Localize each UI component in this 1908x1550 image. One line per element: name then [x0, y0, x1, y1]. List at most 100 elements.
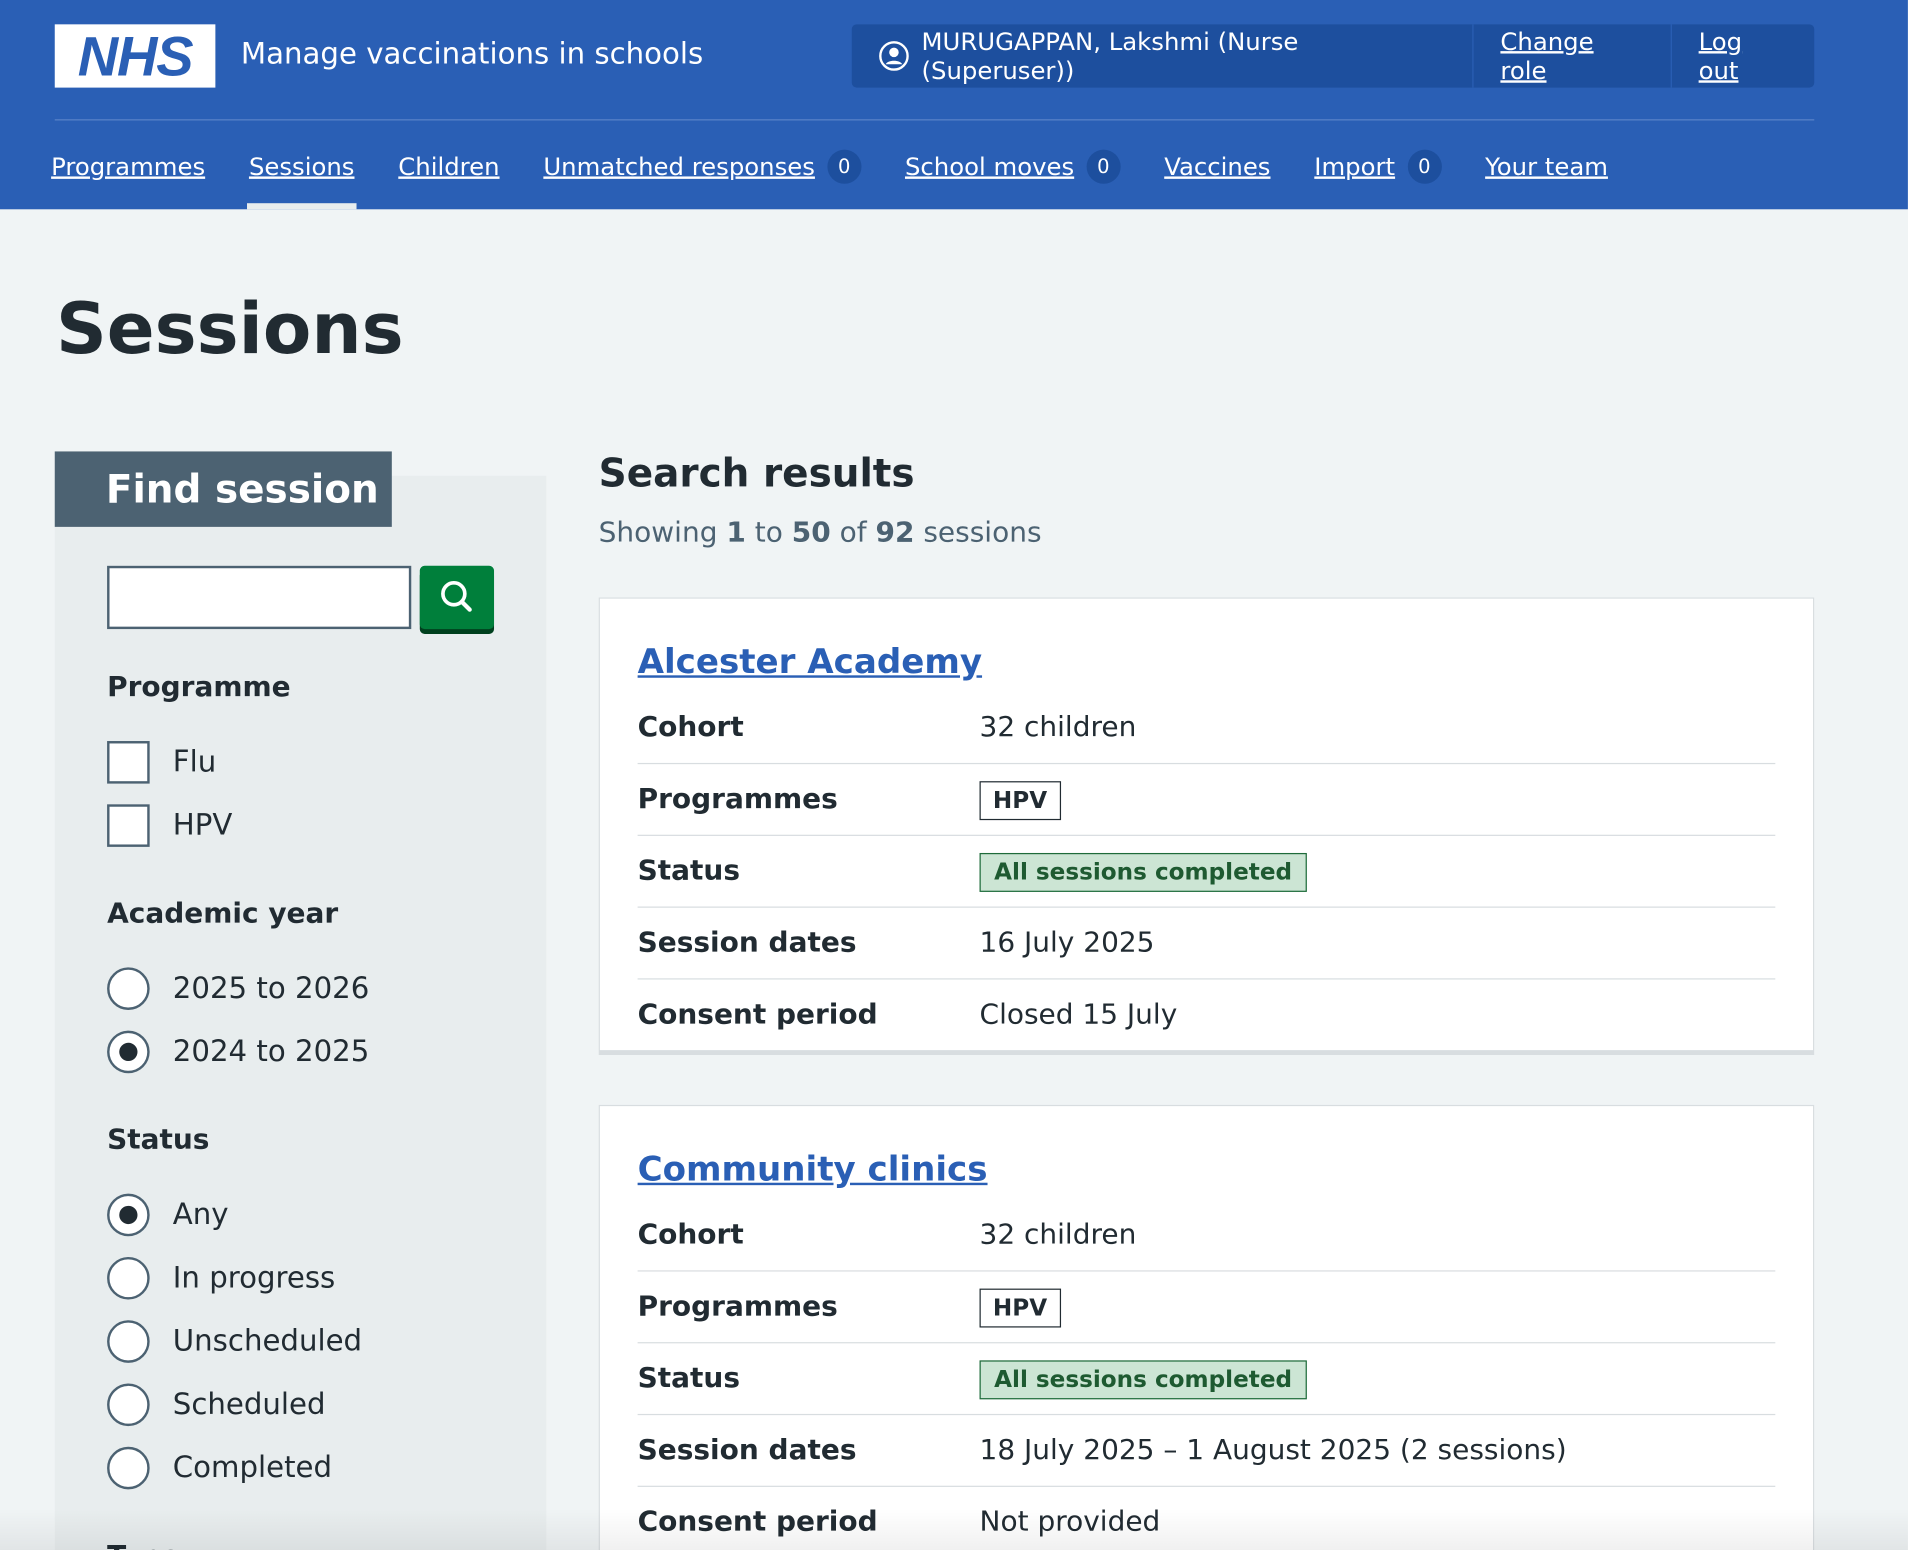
row-key: Status — [637, 1362, 740, 1395]
nav-count: 0 — [1086, 149, 1121, 184]
nav-item[interactable]: Unmatched responses 0 — [543, 146, 862, 187]
fade — [0, 1508, 1908, 1550]
nav-item[interactable]: Sessions — [246, 146, 357, 210]
value-text: 18 July 2025 – 1 August 2025 (2 sessions… — [979, 1434, 1567, 1467]
option-label: Scheduled — [172, 1387, 326, 1422]
session-card: Community clinics Cohort 32 children Progra… — [598, 1104, 1815, 1550]
nav-label: Import — [1314, 152, 1396, 182]
option-label: 2025 to 2026 — [172, 971, 370, 1006]
summary-part: 1 — [726, 517, 746, 549]
filter-group: Academic year 2025 to 2026 2024 to 2025 — [107, 898, 521, 1083]
summary-part: 92 — [875, 517, 915, 549]
option[interactable]: Completed — [107, 1436, 521, 1499]
results-summary: Showing 1 to 50 of 92 sessions — [599, 517, 1042, 549]
summary-part: 50 — [791, 517, 831, 549]
row-key: Session dates — [637, 927, 857, 959]
row-value: 16 July 2025 — [980, 927, 1155, 959]
account: MURUGAPPAN, Lakshmi (Nurse (Superuser)) … — [851, 24, 1815, 88]
log-out[interactable]: Log out — [1698, 26, 1743, 86]
radio[interactable] — [107, 1030, 150, 1073]
status-tag: All sessions completed — [979, 852, 1307, 892]
session-card: Alcester Academy Cohort 32 children Program… — [598, 597, 1815, 1055]
summary-row: Cohort 32 children — [637, 692, 1776, 765]
summary-part: of — [839, 517, 867, 549]
status-tag: All sessions completed — [979, 1360, 1307, 1400]
option-label: Any — [172, 1197, 229, 1232]
row-value: HPV — [979, 1288, 1061, 1328]
option[interactable]: Flu — [107, 730, 521, 793]
radio[interactable] — [107, 1319, 150, 1363]
option[interactable]: 2024 to 2025 — [107, 1020, 521, 1083]
filter-panel — [54, 475, 547, 1550]
radio[interactable] — [107, 1256, 150, 1299]
logo[interactable]: NHS — [54, 24, 216, 88]
option[interactable]: 2025 to 2026 — [107, 956, 521, 1019]
filter-legend: Status — [107, 1124, 210, 1156]
filter-group: Type — [107, 1540, 521, 1550]
row-key: Programmes — [637, 1291, 838, 1323]
filter-heading: Find session — [54, 451, 392, 527]
row-value: Not provided — [980, 1506, 1161, 1538]
nav-item[interactable]: Children — [398, 146, 499, 187]
row-value: 32 children — [980, 712, 1137, 744]
value-text: Closed 15 July — [979, 998, 1178, 1031]
option[interactable]: HPV — [107, 793, 521, 856]
row-key: Programmes — [637, 783, 838, 816]
value-text: Not provided — [980, 1506, 1161, 1538]
option[interactable]: Any — [107, 1183, 521, 1246]
radio[interactable] — [107, 1446, 150, 1489]
radio[interactable] — [107, 1193, 150, 1236]
session-link[interactable]: Community clinics — [637, 1148, 988, 1189]
summary-row: Session dates 16 July 2025 — [637, 908, 1776, 980]
option[interactable]: In progress — [107, 1246, 521, 1309]
summary-row: Status All sessions completed — [637, 836, 1776, 908]
option[interactable]: Unscheduled — [107, 1309, 521, 1372]
option-label: Flu — [172, 744, 217, 779]
summary-row: Status All sessions completed — [637, 1343, 1776, 1416]
nav-item[interactable]: Vaccines — [1164, 146, 1270, 187]
search-input[interactable] — [107, 565, 412, 630]
user-name: MURUGAPPAN, Lakshmi (Nurse (Superuser)) — [921, 26, 1299, 86]
option[interactable]: Scheduled — [107, 1373, 521, 1436]
radio[interactable] — [107, 966, 150, 1010]
nav-item[interactable]: Your team — [1485, 146, 1608, 187]
change-role[interactable]: Change role — [1500, 26, 1594, 86]
nav-label: Children — [398, 152, 500, 182]
results-heading: Search results — [598, 450, 915, 497]
filter-legend: Type — [107, 1540, 521, 1550]
service-name[interactable]: Manage vaccinations in schools — [240, 36, 704, 71]
nav-label: Sessions — [248, 152, 355, 182]
user-icon — [879, 41, 909, 71]
nav-count: 0 — [827, 149, 862, 184]
row-value: Closed 15 July — [980, 999, 1178, 1031]
programme-tag: HPV — [979, 781, 1061, 821]
summary-part: sessions — [923, 517, 1042, 549]
summary-part: to — [754, 517, 783, 549]
checkbox[interactable] — [107, 803, 150, 847]
nav-label: Unmatched responses — [543, 152, 815, 182]
search-button[interactable] — [419, 565, 495, 630]
nav-item[interactable]: Import 0 — [1314, 146, 1442, 187]
nav-item[interactable]: Programmes — [51, 146, 205, 187]
radio[interactable] — [107, 1382, 150, 1426]
row-value: 32 children — [980, 1219, 1137, 1251]
summary-part: Showing — [598, 517, 718, 549]
row-value: 18 July 2025 – 1 August 2025 (2 sessions… — [980, 1435, 1567, 1467]
nav-item[interactable]: School moves 0 — [905, 146, 1121, 187]
option-label: Completed — [172, 1450, 333, 1485]
nav-label: Vaccines — [1164, 152, 1271, 182]
summary-row: Programmes HPV — [637, 764, 1776, 836]
nav-count: 0 — [1407, 149, 1442, 184]
row-key: Status — [637, 855, 740, 888]
filter-group: Status Any In progress Unscheduled Scheduled… — [107, 1124, 521, 1499]
search-icon — [441, 581, 472, 612]
session-link[interactable]: Alcester Academy — [637, 641, 983, 682]
header: NHS Manage vaccinations in schools MURUG… — [0, 0, 1908, 210]
row-key: Consent period — [638, 1506, 980, 1538]
checkbox[interactable] — [107, 740, 150, 784]
option-label: 2024 to 2025 — [172, 1034, 370, 1069]
value-text: 32 children — [979, 711, 1137, 744]
nav: Programmes Sessions Children Unmatched resp… — [51, 146, 1608, 210]
